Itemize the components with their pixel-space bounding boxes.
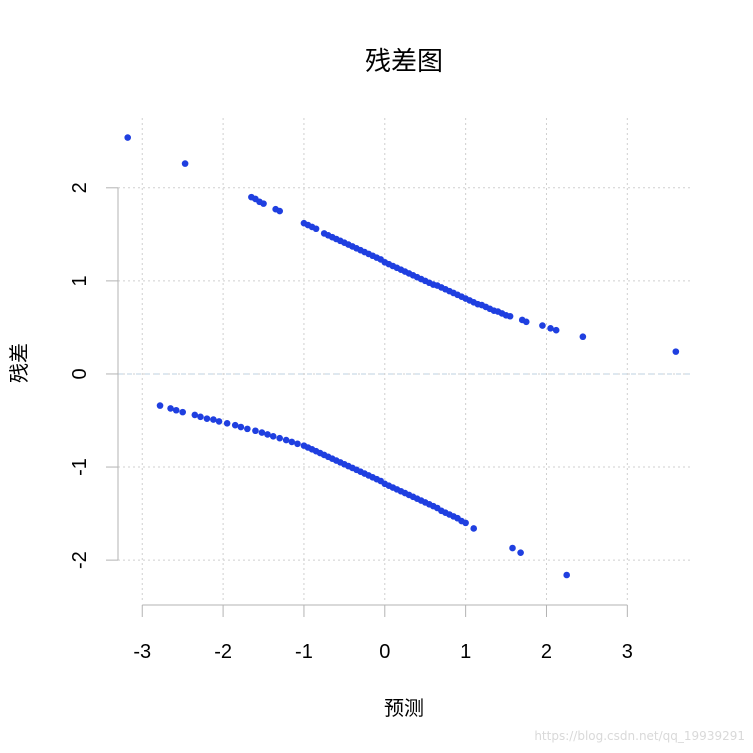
x-tick-label: 3 bbox=[622, 641, 633, 663]
x-axis: -3 -2 -1 0 1 2 3 bbox=[133, 604, 633, 663]
data-point bbox=[172, 406, 180, 414]
data-point bbox=[509, 544, 516, 552]
data-point bbox=[264, 431, 271, 438]
data-point bbox=[197, 413, 204, 421]
data-point bbox=[260, 200, 267, 207]
data-point bbox=[191, 411, 199, 419]
data-point bbox=[563, 571, 570, 579]
data-point bbox=[506, 312, 514, 320]
data-point bbox=[288, 438, 296, 446]
y-tick-label: 0 bbox=[69, 368, 91, 379]
x-tick-label: -3 bbox=[133, 641, 151, 663]
x-tick-label: 1 bbox=[460, 641, 471, 663]
data-point bbox=[210, 416, 217, 423]
data-point bbox=[462, 519, 469, 527]
data-point bbox=[547, 325, 554, 332]
y-axis-label: 残差 bbox=[7, 343, 31, 383]
data-point bbox=[294, 440, 301, 448]
data-point bbox=[672, 348, 680, 355]
data-point bbox=[552, 326, 560, 334]
watermark: https://blog.csdn.net/qq_19939291 bbox=[534, 729, 745, 743]
data-point bbox=[269, 433, 277, 440]
data-point bbox=[276, 207, 283, 215]
data-point bbox=[156, 402, 164, 409]
data-point bbox=[539, 322, 546, 329]
data-point bbox=[517, 549, 524, 556]
data-point bbox=[124, 134, 132, 141]
x-axis-label: 预测 bbox=[384, 696, 424, 720]
y-tick-label: -1 bbox=[69, 458, 91, 476]
data-point bbox=[579, 333, 587, 341]
data-point bbox=[522, 318, 530, 326]
y-tick-label: -2 bbox=[69, 551, 91, 569]
x-tick-label: 0 bbox=[379, 641, 390, 663]
data-point bbox=[167, 405, 174, 412]
y-axis: -2 -1 0 1 2 bbox=[69, 182, 119, 569]
data-point bbox=[203, 415, 211, 422]
chart-title: 残差图 bbox=[365, 47, 443, 77]
data-point bbox=[244, 425, 251, 433]
data-point bbox=[179, 408, 186, 416]
data-point bbox=[282, 436, 290, 444]
data-point bbox=[181, 160, 189, 167]
data-point bbox=[215, 418, 223, 425]
data-point bbox=[237, 423, 245, 431]
data-point bbox=[223, 419, 231, 427]
x-tick-label: -2 bbox=[214, 641, 232, 663]
data-point bbox=[470, 525, 478, 532]
data-point bbox=[258, 429, 266, 436]
y-tick-label: 2 bbox=[69, 182, 91, 193]
x-tick-label: 2 bbox=[541, 641, 552, 663]
x-tick-label: -1 bbox=[295, 641, 313, 663]
data-points bbox=[124, 134, 680, 579]
y-tick-label: 1 bbox=[69, 275, 91, 286]
data-point bbox=[252, 427, 259, 435]
data-point bbox=[276, 434, 283, 442]
data-point bbox=[312, 225, 320, 233]
data-point bbox=[231, 421, 239, 429]
grid bbox=[118, 118, 692, 602]
